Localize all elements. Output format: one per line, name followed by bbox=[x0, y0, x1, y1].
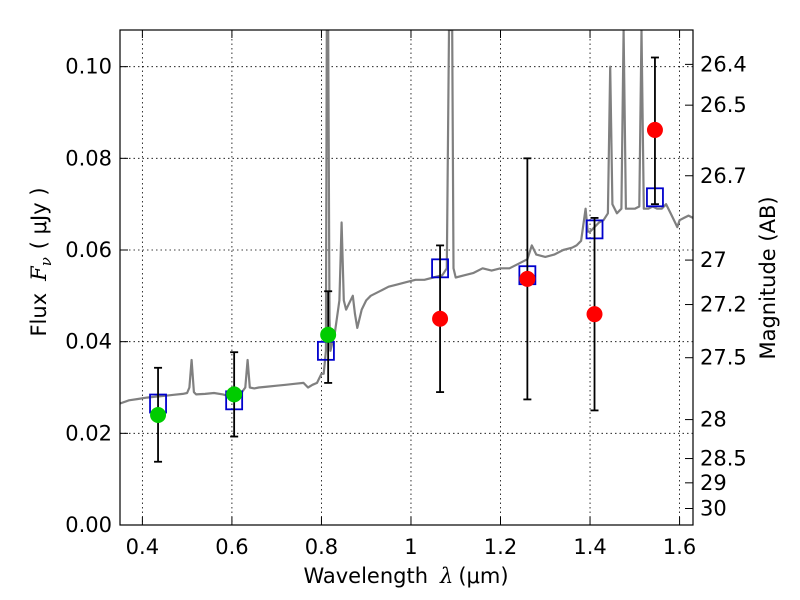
y-axis-label-symbol: F bbox=[27, 265, 51, 282]
x-tick-label: 0.4 bbox=[126, 535, 159, 559]
x-tick-label: 0.8 bbox=[305, 535, 338, 559]
y-tick-label: 0.08 bbox=[65, 146, 112, 170]
axis-ticks: 0.4 0.6 0.8 1 1.2 1.4 1.6 0.00 0.02 0.04 0.06 0.08 0… bbox=[65, 30, 747, 559]
observed-point bbox=[320, 326, 337, 343]
observed-point bbox=[586, 306, 603, 323]
y-axis-label-text: Flux bbox=[27, 293, 51, 337]
y-axis-label: Flux Fν ( μJy ) bbox=[27, 187, 55, 336]
plot-data bbox=[120, 30, 693, 463]
x-axis-label-text: Wavelength bbox=[303, 564, 428, 588]
observed-point bbox=[150, 407, 167, 423]
x-axis-label: Wavelength λ (μm) bbox=[303, 564, 508, 588]
mag-tick-label: 27.2 bbox=[700, 293, 747, 317]
grid-lines bbox=[120, 30, 693, 526]
y2-axis-label: Magnitude (AB) bbox=[756, 196, 780, 359]
model-spectrum-line bbox=[120, 30, 693, 405]
x-tick-label: 0.6 bbox=[215, 535, 248, 559]
x-axis-label-symbol: λ bbox=[439, 564, 453, 588]
y-axis-label-unit: ( μJy ) bbox=[27, 187, 51, 249]
x-tick-label: 1 bbox=[404, 535, 417, 559]
observed-point bbox=[519, 270, 536, 287]
y-tick-label: 0.10 bbox=[65, 55, 112, 79]
mag-tick-label: 26.7 bbox=[700, 164, 747, 188]
mag-tick-label: 30 bbox=[700, 497, 727, 521]
mag-tick-label: 28.5 bbox=[700, 447, 747, 471]
mag-tick-label: 26.5 bbox=[700, 93, 747, 117]
y-tick-label: 0.06 bbox=[65, 238, 112, 262]
y-tick-label: 0.00 bbox=[65, 513, 112, 537]
y-tick-label: 0.04 bbox=[65, 330, 112, 354]
x-axis-label-unit: (μm) bbox=[458, 564, 508, 588]
observed-point bbox=[646, 121, 663, 138]
plot-frame bbox=[119, 29, 694, 526]
mag-tick-label: 27.5 bbox=[700, 346, 747, 370]
x-tick-label: 1.2 bbox=[484, 535, 517, 559]
observed-point bbox=[432, 310, 449, 327]
plot-data-clipped bbox=[120, 30, 693, 463]
x-tick-label: 1.4 bbox=[573, 535, 606, 559]
y-tick-label: 0.02 bbox=[65, 421, 112, 445]
y-axis-label-subscript: ν bbox=[37, 257, 55, 266]
mag-tick-label: 28 bbox=[700, 408, 727, 432]
x-tick-label: 1.6 bbox=[663, 535, 696, 559]
observed-point bbox=[226, 386, 243, 403]
mag-tick-label: 27 bbox=[700, 248, 727, 272]
mag-tick-label: 29 bbox=[700, 471, 727, 495]
mag-tick-label: 26.4 bbox=[700, 52, 747, 76]
